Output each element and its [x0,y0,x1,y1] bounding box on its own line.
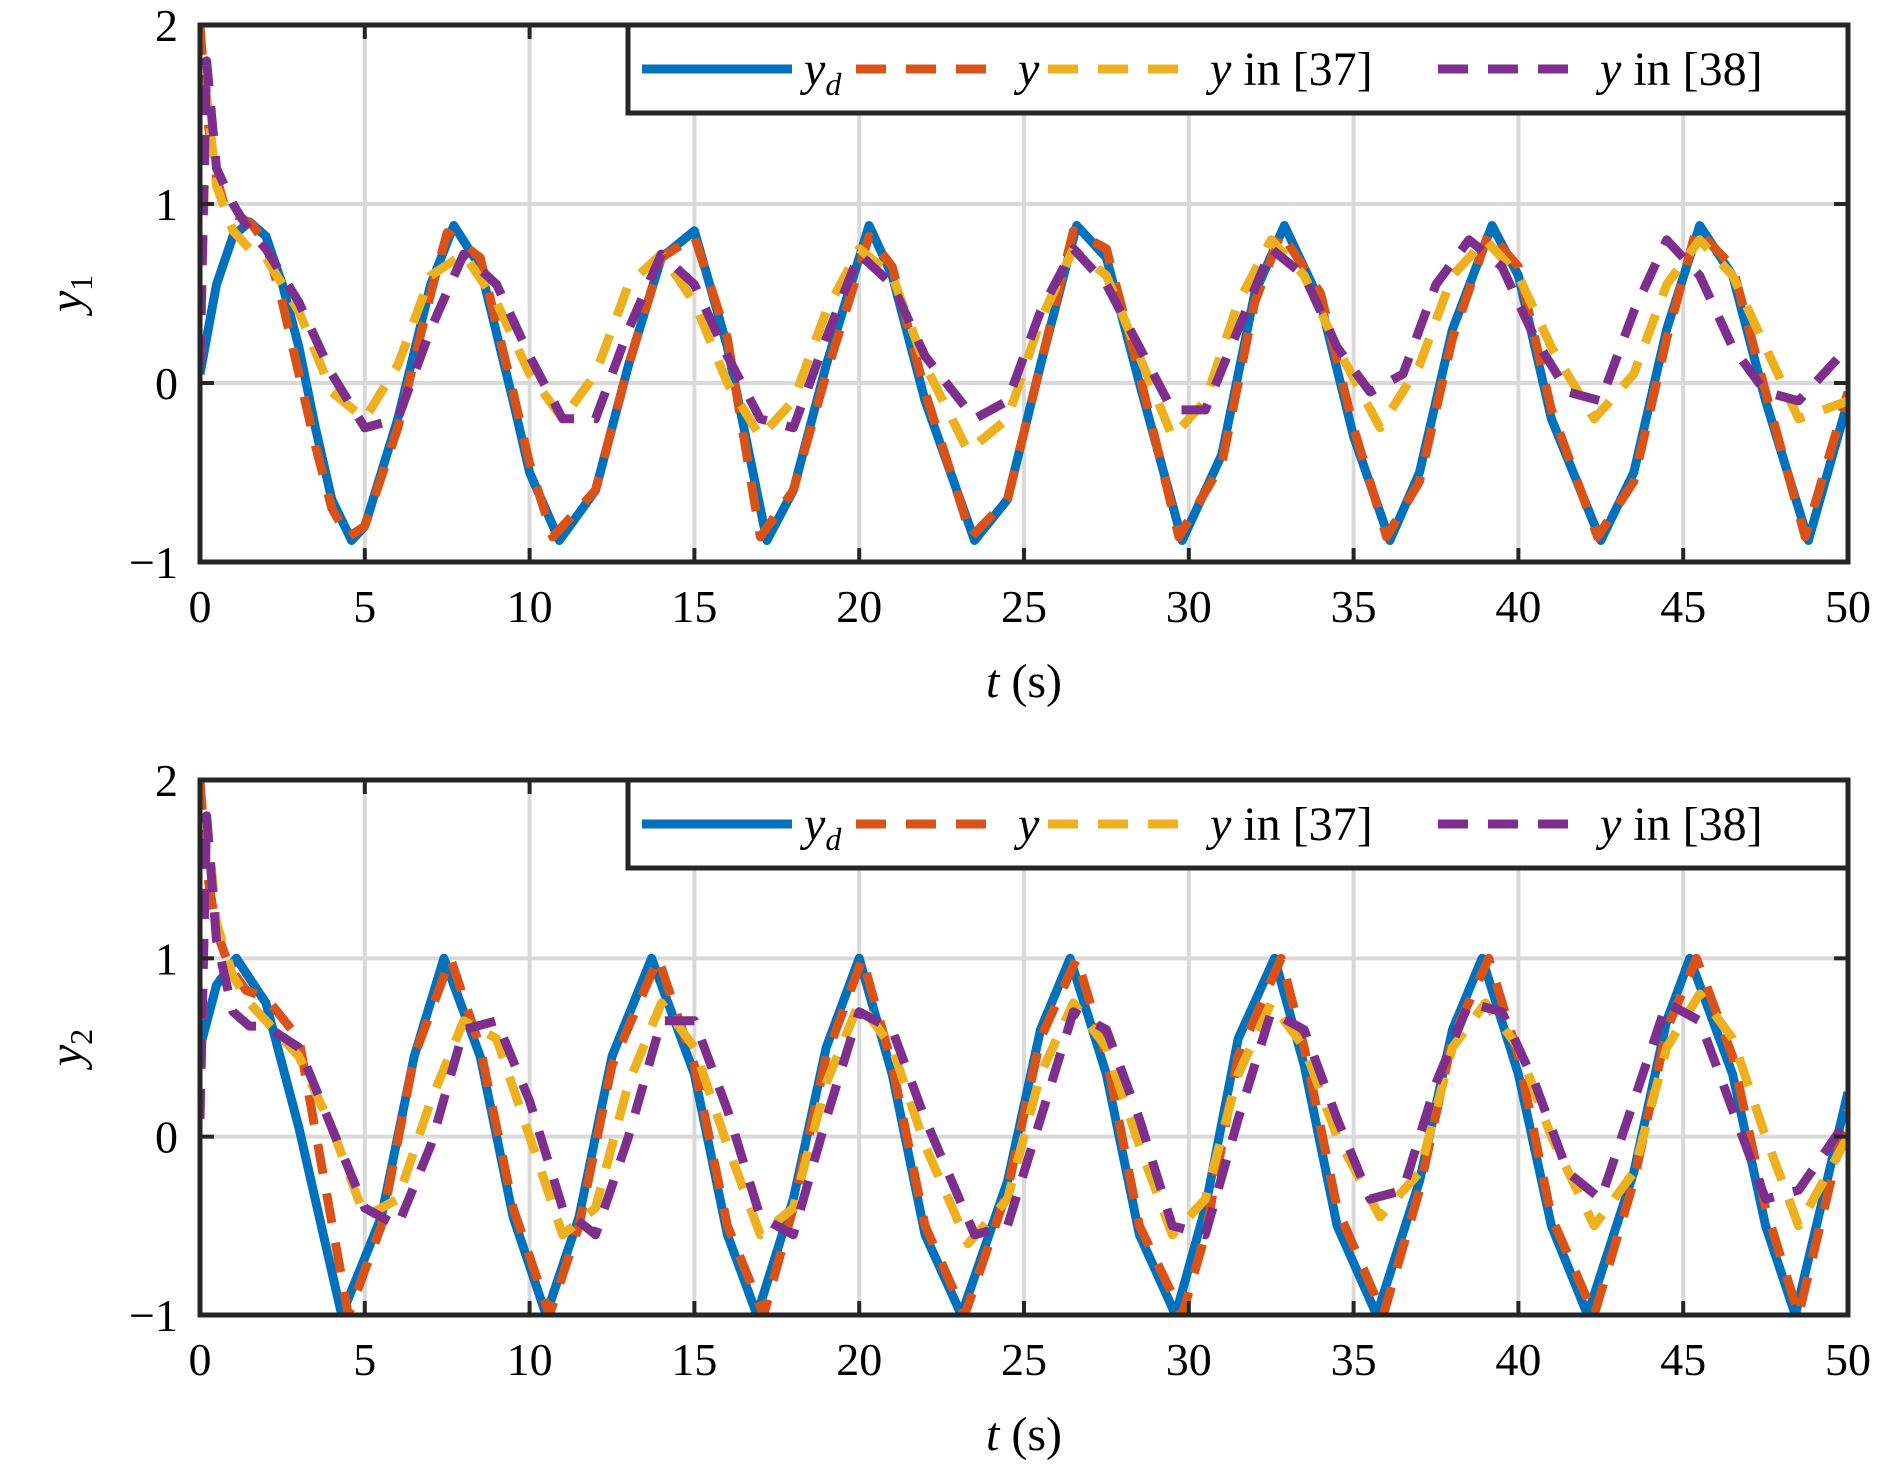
x-tick-label: 25 [1001,581,1047,632]
y-axis-label: y1 [40,275,99,317]
x-tick-label: 15 [671,581,717,632]
x-tick-label: 20 [836,1334,882,1385]
series-group [200,25,1848,545]
x-tick-label: 5 [353,1334,376,1385]
x-tick-label: 30 [1166,1334,1212,1385]
legend: yd y y in [37] y in [38] [625,22,1851,116]
legend: yd y y in [37] y in [38] [625,777,1851,871]
legend-label-y38: y in [38] [1595,43,1763,96]
y-tick-label: 2 [155,0,178,51]
x-tick-label: 0 [189,1334,212,1385]
x-tick-label: 45 [1660,1334,1706,1385]
y-tick-label: 1 [155,933,178,984]
legend-box [625,22,1851,116]
x-tick-label: 45 [1660,581,1706,632]
y-tick-label: 2 [155,755,178,806]
x-tick-label: 50 [1825,581,1871,632]
x-tick-label: 20 [836,581,882,632]
legend-label-y: y [1013,43,1040,96]
x-tick-label: 10 [507,581,553,632]
legend-label-y: y [1013,798,1040,851]
x-tick-label: 35 [1331,1334,1377,1385]
y-tick-label: 0 [155,358,178,409]
series-line-y [200,780,1848,1315]
x-tick-label: 40 [1495,581,1541,632]
y-tick-label: −1 [129,537,178,588]
legend-label-y38: y in [38] [1595,798,1763,851]
series-line-y [200,25,1848,542]
legend-label-y-d: yd [799,798,842,857]
series-line-y38 [200,56,1848,433]
y-tick-label: 0 [155,1112,178,1163]
series-group [200,780,1848,1315]
series-line-y37 [200,92,1848,456]
x-tick-label: 40 [1495,1334,1541,1385]
x-tick-label: 5 [353,581,376,632]
y-tick-label: 1 [155,179,178,230]
legend-label-y37: y in [37] [1205,798,1373,851]
x-axis-label: t (s) [986,1408,1062,1461]
y-tick-label: −1 [129,1290,178,1341]
x-tick-label: 10 [507,1334,553,1385]
legend-label-y-d: yd [799,43,842,102]
x-tick-label: 35 [1331,581,1377,632]
y-axis-label: y2 [40,1029,99,1071]
x-axis-label: t (s) [986,655,1062,708]
series-line-y-d [200,953,1848,1315]
x-tick-label: 50 [1825,1334,1871,1385]
legend-label-y37: y in [37] [1205,43,1373,96]
series-line-y38 [200,811,1848,1240]
x-tick-label: 15 [671,1334,717,1385]
x-tick-label: 0 [189,581,212,632]
legend-box [625,777,1851,871]
x-tick-label: 25 [1001,1334,1047,1385]
x-tick-label: 30 [1166,581,1212,632]
